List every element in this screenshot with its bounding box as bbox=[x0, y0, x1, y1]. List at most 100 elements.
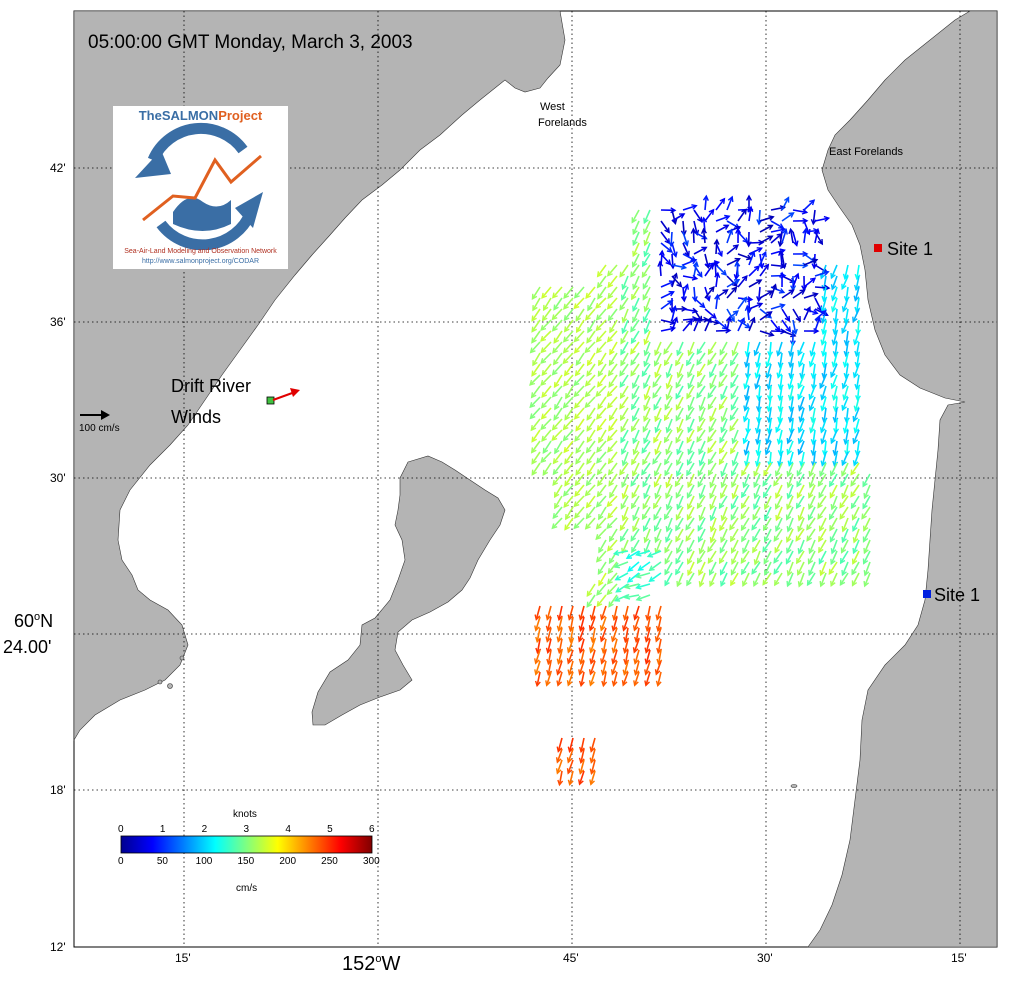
current-vector-head bbox=[630, 271, 636, 278]
current-vector bbox=[730, 352, 739, 366]
current-vector bbox=[839, 495, 849, 509]
current-vector-head bbox=[851, 580, 858, 587]
current-vector-head bbox=[762, 524, 769, 532]
current-vector-head bbox=[574, 435, 580, 442]
current-vector-head bbox=[708, 569, 715, 576]
label-winds: Winds bbox=[171, 407, 221, 427]
current-vector-head bbox=[608, 480, 614, 487]
current-vector bbox=[748, 247, 763, 255]
current-vector bbox=[863, 572, 871, 587]
current-vector bbox=[557, 671, 563, 686]
current-vector-head bbox=[815, 316, 822, 323]
current-vector-head bbox=[686, 580, 692, 587]
current-vector-head bbox=[575, 359, 582, 367]
current-vector bbox=[568, 770, 574, 785]
current-vector bbox=[726, 279, 740, 288]
current-vector bbox=[530, 418, 541, 431]
current-vector bbox=[608, 594, 618, 607]
current-vector bbox=[611, 627, 618, 642]
current-vector-head bbox=[763, 558, 769, 565]
current-vector bbox=[792, 231, 798, 246]
current-vector-head bbox=[643, 437, 649, 445]
current-vector bbox=[641, 506, 651, 520]
current-vector-head bbox=[545, 625, 552, 633]
current-vector bbox=[622, 671, 629, 686]
current-vector-head bbox=[731, 460, 738, 467]
current-vector-head bbox=[692, 260, 699, 268]
current-vector-head bbox=[797, 525, 803, 533]
current-vector bbox=[821, 385, 827, 400]
current-vector-head bbox=[606, 523, 613, 530]
current-vector bbox=[596, 418, 607, 431]
current-vector bbox=[567, 759, 574, 774]
current-vector-head bbox=[540, 358, 547, 365]
current-vector bbox=[720, 385, 728, 400]
current-vector-head bbox=[841, 327, 847, 335]
current-vector-head bbox=[542, 447, 549, 455]
current-vector-head bbox=[818, 547, 824, 554]
current-vector-head bbox=[642, 426, 649, 433]
current-vector bbox=[715, 198, 726, 211]
current-vector bbox=[845, 363, 849, 378]
current-vector-head bbox=[621, 327, 627, 335]
current-vector bbox=[841, 275, 849, 290]
current-vector-head bbox=[631, 293, 637, 301]
current-vector bbox=[641, 363, 651, 377]
current-vector-head bbox=[554, 448, 560, 455]
current-vector bbox=[855, 374, 860, 389]
current-vector bbox=[798, 539, 805, 554]
current-vector bbox=[632, 407, 640, 421]
colorbar-knots-tick: 0 bbox=[118, 824, 124, 835]
current-vector bbox=[789, 229, 794, 244]
current-vector bbox=[693, 220, 698, 235]
current-vector-head bbox=[621, 680, 628, 687]
current-vector bbox=[632, 297, 640, 312]
current-vector bbox=[818, 528, 827, 542]
current-vector-head bbox=[589, 647, 595, 654]
current-vector bbox=[682, 259, 697, 266]
logo-url[interactable]: http://www.salmonproject.org/CODAR bbox=[141, 258, 260, 265]
current-vector bbox=[822, 341, 827, 356]
current-vector bbox=[817, 506, 827, 520]
current-vector bbox=[697, 528, 706, 542]
current-vector bbox=[852, 308, 860, 323]
current-vector-head bbox=[684, 250, 690, 258]
current-vector-head bbox=[690, 258, 698, 265]
current-vector bbox=[754, 550, 761, 565]
current-vector bbox=[565, 385, 574, 399]
current-vector-head bbox=[749, 250, 756, 257]
current-vector bbox=[619, 462, 629, 475]
current-vector bbox=[621, 539, 629, 554]
current-vector-head bbox=[797, 548, 804, 555]
site-marker-bottom[interactable] bbox=[923, 590, 931, 598]
current-vector bbox=[609, 484, 618, 498]
current-vector bbox=[862, 473, 871, 487]
current-vector-head bbox=[540, 335, 547, 342]
current-vector-head bbox=[653, 481, 660, 488]
current-vector bbox=[541, 385, 552, 398]
current-vector bbox=[631, 451, 640, 465]
current-vector-head bbox=[588, 625, 595, 632]
current-vector bbox=[586, 407, 596, 421]
site-marker-top[interactable] bbox=[874, 244, 882, 252]
salmon-project-logo[interactable]: TheSALMONProject Sea-Air-Land Modeling a… bbox=[113, 106, 288, 269]
current-vector-head bbox=[802, 250, 809, 258]
current-vector-head bbox=[720, 470, 726, 478]
current-vector-head bbox=[609, 349, 615, 356]
current-vector bbox=[789, 352, 794, 367]
current-vector-head bbox=[763, 263, 770, 270]
current-vector-head bbox=[809, 199, 816, 206]
current-vector bbox=[787, 561, 794, 576]
current-vector-head bbox=[664, 459, 670, 466]
current-vector bbox=[585, 385, 596, 397]
current-vector-head bbox=[551, 435, 558, 442]
current-vector bbox=[531, 363, 541, 377]
current-vector bbox=[596, 583, 607, 596]
current-vector bbox=[851, 561, 860, 575]
current-vector bbox=[580, 737, 585, 752]
wind-station-marker[interactable] bbox=[266, 396, 275, 405]
current-vector bbox=[531, 286, 541, 300]
current-vector bbox=[558, 770, 563, 785]
current-vector bbox=[638, 561, 651, 571]
current-vector-head bbox=[556, 669, 562, 676]
